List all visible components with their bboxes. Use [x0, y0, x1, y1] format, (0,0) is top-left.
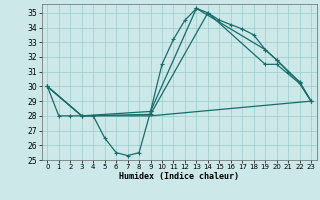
X-axis label: Humidex (Indice chaleur): Humidex (Indice chaleur) [119, 172, 239, 181]
